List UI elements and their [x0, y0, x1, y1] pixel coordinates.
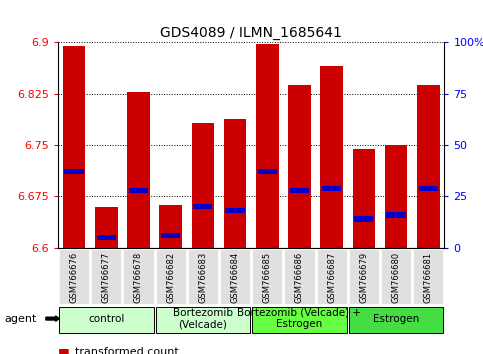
Text: GSM766683: GSM766683: [199, 251, 207, 303]
Text: GSM766677: GSM766677: [102, 251, 111, 303]
Text: transformed count: transformed count: [75, 347, 179, 354]
Bar: [63, 46, 85, 248]
Bar: [192, 122, 214, 248]
Text: Estrogen: Estrogen: [373, 314, 419, 324]
Bar: [95, 207, 117, 248]
Text: Bortezomib (Velcade) +
Estrogen: Bortezomib (Velcade) + Estrogen: [238, 308, 361, 330]
Text: GSM766676: GSM766676: [70, 251, 79, 303]
Bar: [322, 186, 341, 191]
Bar: [127, 92, 150, 248]
Text: GSM766682: GSM766682: [166, 252, 175, 303]
Bar: [129, 188, 148, 193]
Bar: [159, 205, 182, 248]
Bar: [320, 67, 343, 248]
Text: ■: ■: [58, 346, 70, 354]
Bar: [226, 208, 245, 213]
Text: GSM766686: GSM766686: [295, 251, 304, 303]
Bar: [65, 169, 84, 175]
Bar: [386, 212, 406, 217]
Text: GSM766680: GSM766680: [392, 252, 400, 303]
Text: GSM766685: GSM766685: [263, 252, 272, 303]
Title: GDS4089 / ILMN_1685641: GDS4089 / ILMN_1685641: [160, 26, 342, 40]
Text: Bortezomib
(Velcade): Bortezomib (Velcade): [173, 308, 233, 330]
Bar: [256, 44, 279, 248]
Text: GSM766679: GSM766679: [359, 252, 369, 303]
Bar: [419, 186, 438, 191]
Text: GSM766681: GSM766681: [424, 252, 433, 303]
Text: control: control: [88, 314, 125, 324]
Text: agent: agent: [5, 314, 37, 324]
Text: GSM766678: GSM766678: [134, 251, 143, 303]
Bar: [97, 235, 116, 240]
Bar: [224, 119, 246, 248]
Bar: [290, 188, 309, 193]
Bar: [355, 217, 373, 222]
Bar: [353, 149, 375, 248]
Bar: [161, 233, 180, 238]
Bar: [417, 85, 440, 248]
Text: GSM766687: GSM766687: [327, 251, 336, 303]
Bar: [385, 145, 407, 248]
Bar: [193, 204, 213, 209]
Bar: [288, 85, 311, 248]
Text: GSM766684: GSM766684: [230, 252, 240, 303]
Bar: [258, 169, 277, 175]
